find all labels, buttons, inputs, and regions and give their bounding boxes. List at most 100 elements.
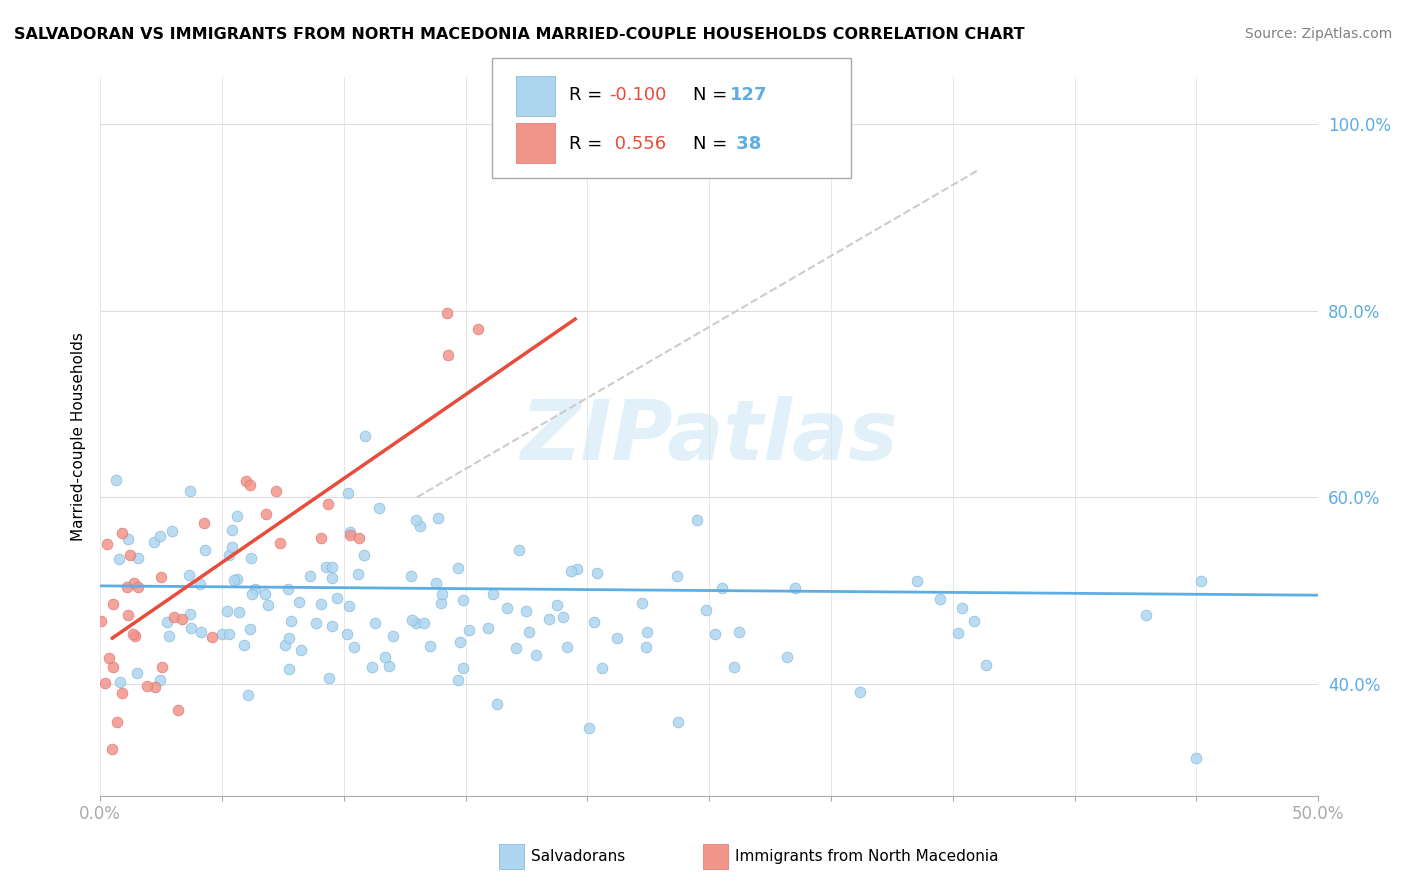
Point xyxy=(785,582,807,596)
Point xyxy=(508,542,530,557)
Point xyxy=(374,649,396,664)
Point xyxy=(240,587,263,601)
Point xyxy=(179,483,201,498)
Point xyxy=(257,598,280,612)
Point xyxy=(413,615,436,630)
Point xyxy=(546,599,568,613)
Point xyxy=(163,609,186,624)
Point xyxy=(382,629,405,643)
Point xyxy=(409,518,432,533)
Point xyxy=(436,348,458,362)
Text: N =: N = xyxy=(693,87,733,104)
Text: 127: 127 xyxy=(730,87,768,104)
Point xyxy=(929,591,952,606)
Text: SALVADORAN VS IMMIGRANTS FROM NORTH MACEDONIA MARRIED-COUPLE HOUSEHOLDS CORRELAT: SALVADORAN VS IMMIGRANTS FROM NORTH MACE… xyxy=(14,27,1025,42)
Point xyxy=(107,551,129,566)
Point xyxy=(122,576,145,591)
Point xyxy=(160,524,183,538)
Point xyxy=(117,580,139,594)
Point xyxy=(218,549,240,563)
Point xyxy=(565,562,588,576)
Point xyxy=(950,600,973,615)
Point xyxy=(273,638,295,652)
Point xyxy=(963,614,986,628)
Point xyxy=(591,661,613,675)
Point xyxy=(336,627,359,641)
Point xyxy=(606,631,628,645)
Point xyxy=(631,596,654,610)
Point xyxy=(125,665,148,680)
Point xyxy=(477,621,499,635)
Point xyxy=(451,661,474,675)
Point xyxy=(277,582,299,596)
Point xyxy=(776,650,799,665)
Point xyxy=(354,429,377,443)
Point xyxy=(117,532,139,546)
Point xyxy=(111,686,134,700)
Point xyxy=(339,527,361,541)
Point xyxy=(728,624,751,639)
Point xyxy=(337,599,360,614)
Point xyxy=(425,575,447,590)
Point xyxy=(201,631,224,645)
Point xyxy=(711,581,734,595)
Point xyxy=(451,592,474,607)
Point xyxy=(149,529,172,543)
Point xyxy=(405,513,427,527)
Point xyxy=(496,601,519,615)
Point xyxy=(309,597,332,611)
Point xyxy=(1185,751,1208,765)
Point xyxy=(233,638,256,652)
Point xyxy=(235,474,257,488)
Point xyxy=(180,621,202,635)
Point xyxy=(190,624,212,639)
Point xyxy=(905,574,928,589)
Point xyxy=(1135,608,1157,623)
Point xyxy=(218,627,240,641)
Point xyxy=(94,675,117,690)
Point xyxy=(264,483,287,498)
Point xyxy=(316,496,339,510)
Point xyxy=(254,508,277,522)
Point xyxy=(517,625,540,640)
Text: R =: R = xyxy=(569,135,609,153)
Point xyxy=(269,536,291,550)
Point xyxy=(848,684,870,698)
Point xyxy=(211,627,233,641)
Text: Source: ZipAtlas.com: Source: ZipAtlas.com xyxy=(1244,27,1392,41)
Point xyxy=(467,322,489,336)
Point xyxy=(447,673,470,688)
Point xyxy=(346,566,368,581)
Point xyxy=(449,635,471,649)
Point xyxy=(177,567,200,582)
Point xyxy=(239,622,262,636)
Point xyxy=(946,626,969,640)
Point xyxy=(117,608,139,623)
Point xyxy=(432,587,454,601)
Point xyxy=(97,651,120,665)
Point xyxy=(288,595,311,609)
Point xyxy=(343,640,366,654)
Point xyxy=(505,640,527,655)
Point xyxy=(278,662,301,676)
Text: N =: N = xyxy=(693,135,733,153)
Point xyxy=(188,577,211,591)
Point xyxy=(361,660,384,674)
Point xyxy=(290,643,312,657)
Point xyxy=(96,536,118,550)
Point xyxy=(974,657,997,672)
Point xyxy=(524,648,547,662)
Point xyxy=(127,580,149,594)
Point xyxy=(555,640,578,654)
Point xyxy=(243,582,266,596)
Point xyxy=(636,625,658,640)
Point xyxy=(447,560,470,574)
Point xyxy=(149,673,172,688)
Point xyxy=(339,524,361,539)
Point xyxy=(107,714,129,729)
Point xyxy=(101,660,124,674)
Point xyxy=(226,509,249,524)
Point xyxy=(124,629,146,643)
Point xyxy=(686,513,709,527)
Y-axis label: Married-couple Households: Married-couple Households xyxy=(72,332,86,541)
